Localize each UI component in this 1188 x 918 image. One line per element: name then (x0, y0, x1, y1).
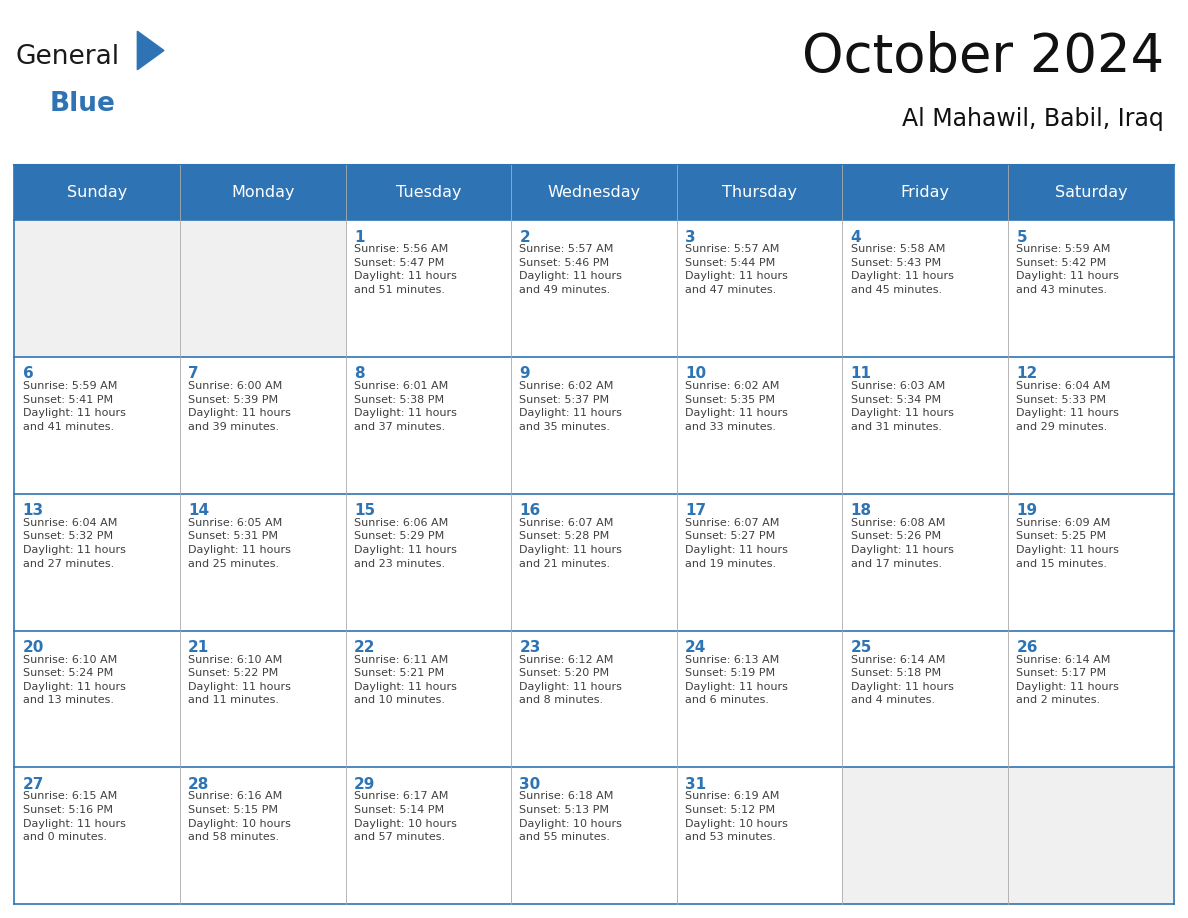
Text: 31: 31 (685, 777, 706, 791)
Text: Sunrise: 6:03 AM
Sunset: 5:34 PM
Daylight: 11 hours
and 31 minutes.: Sunrise: 6:03 AM Sunset: 5:34 PM Dayligh… (851, 381, 954, 431)
Text: 22: 22 (354, 640, 375, 655)
Text: 17: 17 (685, 503, 706, 518)
Text: Sunrise: 6:00 AM
Sunset: 5:39 PM
Daylight: 11 hours
and 39 minutes.: Sunrise: 6:00 AM Sunset: 5:39 PM Dayligh… (188, 381, 291, 431)
Text: Sunrise: 6:10 AM
Sunset: 5:22 PM
Daylight: 11 hours
and 11 minutes.: Sunrise: 6:10 AM Sunset: 5:22 PM Dayligh… (188, 655, 291, 705)
Text: Sunrise: 6:02 AM
Sunset: 5:37 PM
Daylight: 11 hours
and 35 minutes.: Sunrise: 6:02 AM Sunset: 5:37 PM Dayligh… (519, 381, 623, 431)
Text: 29: 29 (354, 777, 375, 791)
Text: Sunrise: 5:57 AM
Sunset: 5:44 PM
Daylight: 11 hours
and 47 minutes.: Sunrise: 5:57 AM Sunset: 5:44 PM Dayligh… (685, 244, 788, 295)
Text: Sunrise: 6:12 AM
Sunset: 5:20 PM
Daylight: 11 hours
and 8 minutes.: Sunrise: 6:12 AM Sunset: 5:20 PM Dayligh… (519, 655, 623, 705)
Text: Saturday: Saturday (1055, 185, 1127, 200)
Text: 16: 16 (519, 503, 541, 518)
Text: Sunrise: 5:59 AM
Sunset: 5:42 PM
Daylight: 11 hours
and 43 minutes.: Sunrise: 5:59 AM Sunset: 5:42 PM Dayligh… (1017, 244, 1119, 295)
Text: 15: 15 (354, 503, 375, 518)
Text: 9: 9 (519, 366, 530, 381)
Text: 8: 8 (354, 366, 365, 381)
Text: Sunrise: 6:17 AM
Sunset: 5:14 PM
Daylight: 10 hours
and 57 minutes.: Sunrise: 6:17 AM Sunset: 5:14 PM Dayligh… (354, 791, 456, 842)
Text: 21: 21 (188, 640, 209, 655)
Text: General: General (15, 44, 120, 70)
Text: Sunrise: 6:15 AM
Sunset: 5:16 PM
Daylight: 11 hours
and 0 minutes.: Sunrise: 6:15 AM Sunset: 5:16 PM Dayligh… (23, 791, 126, 842)
Text: 10: 10 (685, 366, 706, 381)
Text: 18: 18 (851, 503, 872, 518)
Text: October 2024: October 2024 (802, 31, 1164, 83)
Text: 12: 12 (1017, 366, 1037, 381)
Text: Sunrise: 6:10 AM
Sunset: 5:24 PM
Daylight: 11 hours
and 13 minutes.: Sunrise: 6:10 AM Sunset: 5:24 PM Dayligh… (23, 655, 126, 705)
Text: Sunrise: 6:08 AM
Sunset: 5:26 PM
Daylight: 11 hours
and 17 minutes.: Sunrise: 6:08 AM Sunset: 5:26 PM Dayligh… (851, 518, 954, 568)
Text: Monday: Monday (230, 185, 295, 200)
Text: 1: 1 (354, 230, 365, 244)
Text: Sunrise: 6:06 AM
Sunset: 5:29 PM
Daylight: 11 hours
and 23 minutes.: Sunrise: 6:06 AM Sunset: 5:29 PM Dayligh… (354, 518, 456, 568)
Text: Wednesday: Wednesday (548, 185, 640, 200)
Text: Sunrise: 6:19 AM
Sunset: 5:12 PM
Daylight: 10 hours
and 53 minutes.: Sunrise: 6:19 AM Sunset: 5:12 PM Dayligh… (685, 791, 788, 842)
Text: Friday: Friday (901, 185, 949, 200)
Text: 25: 25 (851, 640, 872, 655)
Text: Sunrise: 6:13 AM
Sunset: 5:19 PM
Daylight: 11 hours
and 6 minutes.: Sunrise: 6:13 AM Sunset: 5:19 PM Dayligh… (685, 655, 788, 705)
Text: Blue: Blue (50, 91, 115, 117)
Text: 19: 19 (1017, 503, 1037, 518)
Text: Sunrise: 6:04 AM
Sunset: 5:33 PM
Daylight: 11 hours
and 29 minutes.: Sunrise: 6:04 AM Sunset: 5:33 PM Dayligh… (1017, 381, 1119, 431)
Text: 23: 23 (519, 640, 541, 655)
Text: 20: 20 (23, 640, 44, 655)
Text: 6: 6 (23, 366, 33, 381)
Text: 2: 2 (519, 230, 530, 244)
Text: 3: 3 (685, 230, 696, 244)
Text: Sunrise: 5:57 AM
Sunset: 5:46 PM
Daylight: 11 hours
and 49 minutes.: Sunrise: 5:57 AM Sunset: 5:46 PM Dayligh… (519, 244, 623, 295)
Text: Sunday: Sunday (67, 185, 127, 200)
Text: 7: 7 (188, 366, 198, 381)
Polygon shape (138, 31, 164, 70)
Text: Sunrise: 6:14 AM
Sunset: 5:18 PM
Daylight: 11 hours
and 4 minutes.: Sunrise: 6:14 AM Sunset: 5:18 PM Dayligh… (851, 655, 954, 705)
Text: Thursday: Thursday (722, 185, 797, 200)
Text: Tuesday: Tuesday (396, 185, 461, 200)
Text: 13: 13 (23, 503, 44, 518)
Text: Sunrise: 6:02 AM
Sunset: 5:35 PM
Daylight: 11 hours
and 33 minutes.: Sunrise: 6:02 AM Sunset: 5:35 PM Dayligh… (685, 381, 788, 431)
Text: Sunrise: 6:07 AM
Sunset: 5:27 PM
Daylight: 11 hours
and 19 minutes.: Sunrise: 6:07 AM Sunset: 5:27 PM Dayligh… (685, 518, 788, 568)
Text: 28: 28 (188, 777, 209, 791)
Text: Sunrise: 6:04 AM
Sunset: 5:32 PM
Daylight: 11 hours
and 27 minutes.: Sunrise: 6:04 AM Sunset: 5:32 PM Dayligh… (23, 518, 126, 568)
Text: 5: 5 (1017, 230, 1028, 244)
Text: Sunrise: 6:16 AM
Sunset: 5:15 PM
Daylight: 10 hours
and 58 minutes.: Sunrise: 6:16 AM Sunset: 5:15 PM Dayligh… (188, 791, 291, 842)
Text: Sunrise: 6:07 AM
Sunset: 5:28 PM
Daylight: 11 hours
and 21 minutes.: Sunrise: 6:07 AM Sunset: 5:28 PM Dayligh… (519, 518, 623, 568)
Text: 26: 26 (1017, 640, 1038, 655)
Text: 4: 4 (851, 230, 861, 244)
Text: Sunrise: 6:18 AM
Sunset: 5:13 PM
Daylight: 10 hours
and 55 minutes.: Sunrise: 6:18 AM Sunset: 5:13 PM Dayligh… (519, 791, 623, 842)
Text: Sunrise: 6:11 AM
Sunset: 5:21 PM
Daylight: 11 hours
and 10 minutes.: Sunrise: 6:11 AM Sunset: 5:21 PM Dayligh… (354, 655, 456, 705)
Text: 11: 11 (851, 366, 872, 381)
Text: Sunrise: 5:58 AM
Sunset: 5:43 PM
Daylight: 11 hours
and 45 minutes.: Sunrise: 5:58 AM Sunset: 5:43 PM Dayligh… (851, 244, 954, 295)
Text: Sunrise: 6:09 AM
Sunset: 5:25 PM
Daylight: 11 hours
and 15 minutes.: Sunrise: 6:09 AM Sunset: 5:25 PM Dayligh… (1017, 518, 1119, 568)
Text: 30: 30 (519, 777, 541, 791)
Text: 24: 24 (685, 640, 707, 655)
Text: Sunrise: 5:56 AM
Sunset: 5:47 PM
Daylight: 11 hours
and 51 minutes.: Sunrise: 5:56 AM Sunset: 5:47 PM Dayligh… (354, 244, 456, 295)
Text: Sunrise: 6:14 AM
Sunset: 5:17 PM
Daylight: 11 hours
and 2 minutes.: Sunrise: 6:14 AM Sunset: 5:17 PM Dayligh… (1017, 655, 1119, 705)
Text: Sunrise: 6:01 AM
Sunset: 5:38 PM
Daylight: 11 hours
and 37 minutes.: Sunrise: 6:01 AM Sunset: 5:38 PM Dayligh… (354, 381, 456, 431)
Text: 14: 14 (188, 503, 209, 518)
Text: Sunrise: 6:05 AM
Sunset: 5:31 PM
Daylight: 11 hours
and 25 minutes.: Sunrise: 6:05 AM Sunset: 5:31 PM Dayligh… (188, 518, 291, 568)
Text: Al Mahawil, Babil, Iraq: Al Mahawil, Babil, Iraq (903, 106, 1164, 130)
Text: 27: 27 (23, 777, 44, 791)
Text: Sunrise: 5:59 AM
Sunset: 5:41 PM
Daylight: 11 hours
and 41 minutes.: Sunrise: 5:59 AM Sunset: 5:41 PM Dayligh… (23, 381, 126, 431)
